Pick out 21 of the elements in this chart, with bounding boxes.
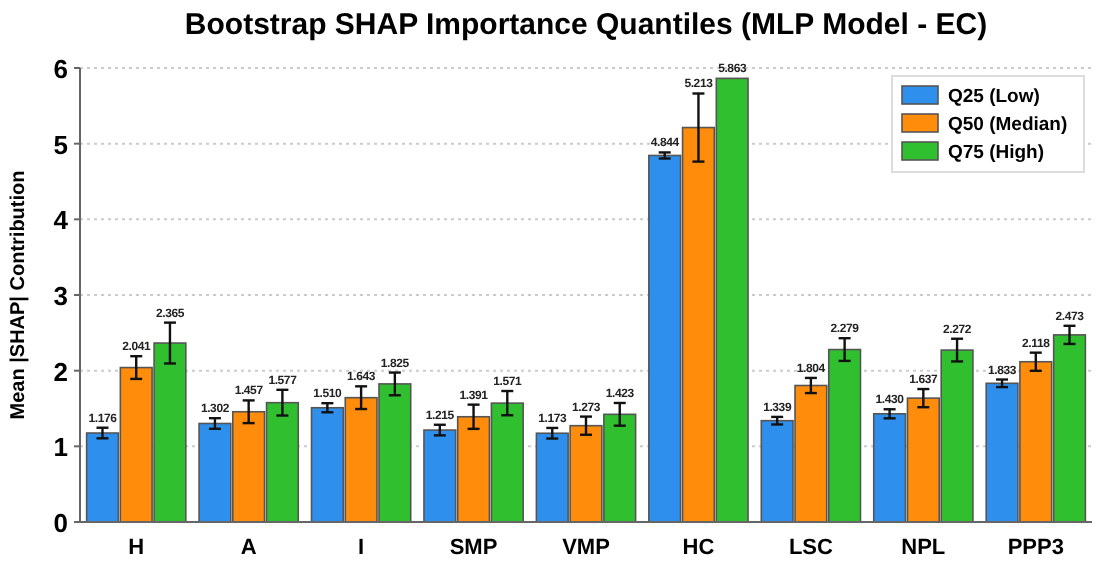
y-tick-label: 1 (53, 432, 68, 463)
y-tick-label: 6 (53, 54, 68, 84)
x-tick-label: A (240, 536, 257, 560)
chart-title: Bootstrap SHAP Importance Quantiles (MLP Model - EC) (184, 8, 988, 42)
legend-label: Q25 (Low) (948, 86, 1040, 108)
legend-label: Q50 (Median) (948, 114, 1068, 136)
y-tick-label: 4 (53, 205, 70, 236)
x-tick-label: H (128, 536, 145, 560)
y-tick-label: 2 (53, 356, 68, 387)
x-tick-label: I (358, 536, 365, 560)
x-tick-label: VMP (562, 536, 610, 560)
y-tick-label: 5 (53, 129, 68, 160)
x-tick-label: NPL (901, 536, 946, 560)
y-axis-title: Mean |SHAP| Contribution (8, 170, 30, 420)
x-tick-label: PPP3 (1007, 536, 1064, 560)
x-tick-label: HC (682, 536, 715, 560)
legend-label: Q75 (High) (948, 142, 1045, 164)
x-tick-label: SMP (449, 536, 498, 560)
y-tick-label: 3 (53, 281, 68, 311)
x-tick-label: LSC (788, 536, 833, 560)
y-tick-label: 0 (53, 508, 68, 538)
